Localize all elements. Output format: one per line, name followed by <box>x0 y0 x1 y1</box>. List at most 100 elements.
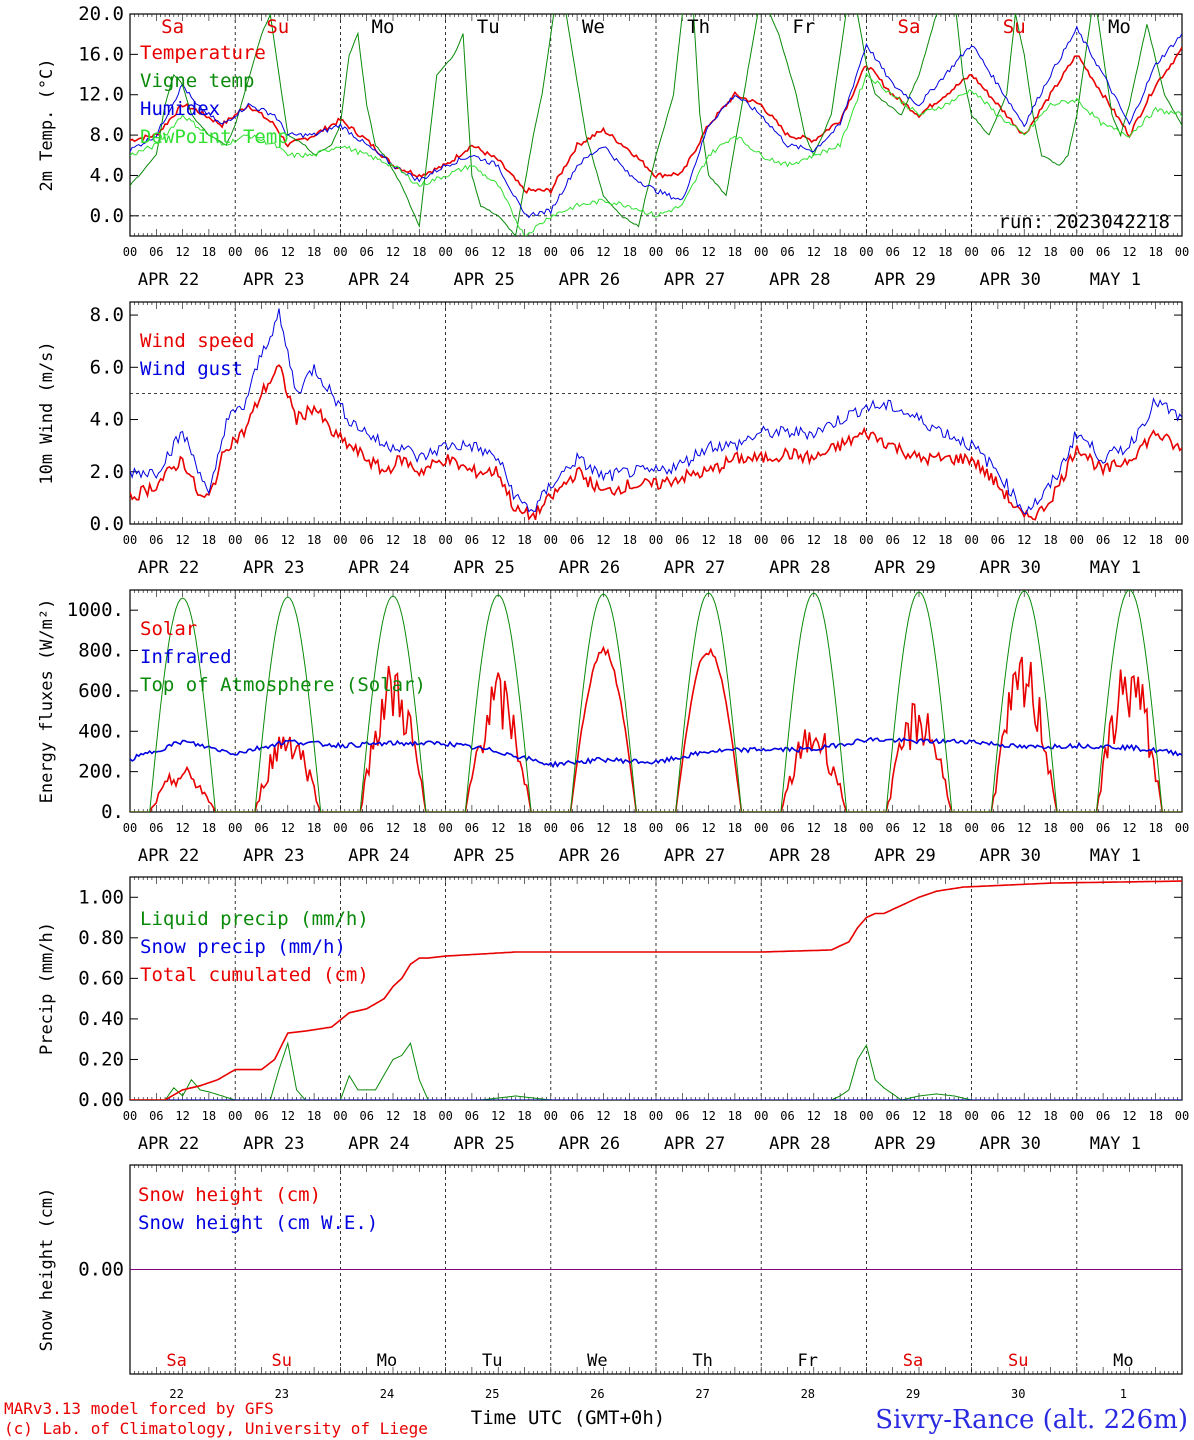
hour-label: 18 <box>833 533 847 547</box>
date-label: APR 23 <box>243 270 304 290</box>
hour-label: 18 <box>728 533 742 547</box>
weekday-label: We <box>582 16 605 38</box>
hour-label: 00 <box>1175 1109 1189 1123</box>
hour-label: 00 <box>859 821 873 835</box>
hour-label: 00 <box>228 821 242 835</box>
hour-label: 00 <box>123 821 137 835</box>
weekday-label: We <box>587 1351 607 1371</box>
hour-label: 06 <box>359 533 373 547</box>
date-label: APR 23 <box>243 1134 304 1154</box>
hour-label: 00 <box>123 1109 137 1123</box>
date-label: MAY 1 <box>1090 558 1141 578</box>
date-label: APR 26 <box>559 270 620 290</box>
hour-label: 00 <box>754 245 768 259</box>
hour-label: 12 <box>596 821 610 835</box>
hour-label: 12 <box>807 245 821 259</box>
hour-label: 12 <box>596 533 610 547</box>
series-line-vigne-temp <box>130 14 1182 236</box>
hour-label: 18 <box>938 245 952 259</box>
hour-label: 00 <box>649 1109 663 1123</box>
hour-label: 00 <box>754 821 768 835</box>
hour-label: 18 <box>833 245 847 259</box>
date-label: APR 28 <box>769 558 830 578</box>
hour-label: 18 <box>517 245 531 259</box>
legend-entry: DewPoint Temp <box>140 126 289 148</box>
series-line-top-of-atmosphere-solar- <box>130 590 1182 812</box>
hour-label: 06 <box>885 245 899 259</box>
hour-label: 06 <box>149 533 163 547</box>
hour-label: 18 <box>412 1109 426 1123</box>
hour-label: 18 <box>517 821 531 835</box>
hour-label: 06 <box>149 1109 163 1123</box>
hour-label: 06 <box>359 245 373 259</box>
hour-label: 06 <box>465 533 479 547</box>
hour-label: 06 <box>780 533 794 547</box>
hour-label: 12 <box>175 1109 189 1123</box>
hour-label: 06 <box>254 1109 268 1123</box>
hour-label: 00 <box>228 1109 242 1123</box>
hour-label: 06 <box>254 533 268 547</box>
date-label: APR 28 <box>769 1134 830 1154</box>
series-line-total-cumulated-cm- <box>130 880 1182 1100</box>
y-tick-label: 0.00 <box>78 1089 124 1111</box>
hour-label: 18 <box>202 1109 216 1123</box>
hour-label: 18 <box>1043 821 1057 835</box>
y-tick-label: 4.0 <box>90 164 124 186</box>
series-line-wind-speed <box>130 364 1182 522</box>
day-number: 29 <box>906 1387 920 1401</box>
day-number: 24 <box>380 1387 394 1401</box>
legend-entry: Solar <box>140 618 197 640</box>
panel-2: 8.0 6.0 4.0 2.0 0.0 10m Wind (m/s) Wind speed W… <box>37 301 1189 578</box>
legend-entry: Wind speed <box>140 330 254 352</box>
weekday-label: Th <box>687 16 710 38</box>
y-tick-label: 20.0 <box>78 3 124 25</box>
footer-credit-model: MARv3.13 model forced by GFS <box>4 1399 274 1418</box>
hour-label: 00 <box>1175 821 1189 835</box>
panel-1: 20.0 16.0 12.0 8.0 4.0 0.0 2m Temp. (°C) Temper… <box>37 3 1189 290</box>
hour-label: 00 <box>333 821 347 835</box>
date-label: APR 30 <box>979 558 1040 578</box>
y-tick-label: 0.0 <box>90 205 124 227</box>
hour-label: 06 <box>359 1109 373 1123</box>
date-label: APR 28 <box>769 846 830 866</box>
date-label: APR 30 <box>979 846 1040 866</box>
hour-label: 12 <box>596 245 610 259</box>
date-label: APR 29 <box>874 558 935 578</box>
y-tick-label: 16.0 <box>78 43 124 65</box>
hour-label: 06 <box>1096 533 1110 547</box>
series-line-infrared <box>130 736 1182 769</box>
day-number: 28 <box>801 1387 815 1401</box>
hour-label: 06 <box>885 533 899 547</box>
hour-label: 06 <box>465 1109 479 1123</box>
date-label: APR 26 <box>559 558 620 578</box>
hour-label: 00 <box>754 1109 768 1123</box>
legend-entry: Snow height (cm W.E.) <box>138 1212 378 1234</box>
hour-label: 00 <box>544 533 558 547</box>
hour-label: 00 <box>228 245 242 259</box>
y-tick-label: 1000. <box>67 599 124 621</box>
hour-label: 12 <box>1122 821 1136 835</box>
weekday-label: Su <box>266 16 289 38</box>
hour-label: 18 <box>307 821 321 835</box>
hour-label: 18 <box>728 245 742 259</box>
hour-label: 00 <box>859 1109 873 1123</box>
hour-label: 06 <box>570 533 584 547</box>
hour-label: 18 <box>1148 821 1162 835</box>
hour-label: 00 <box>1175 245 1189 259</box>
date-label: APR 27 <box>664 270 725 290</box>
hour-label: 06 <box>780 245 794 259</box>
hour-label: 00 <box>544 1109 558 1123</box>
hour-label: 00 <box>544 821 558 835</box>
hour-label: 12 <box>175 245 189 259</box>
legend-entry: Total cumulated (cm) <box>140 964 369 986</box>
series-line-temperature <box>130 46 1182 195</box>
day-number: 22 <box>169 1387 183 1401</box>
weekday-label: Sa <box>903 1351 923 1371</box>
hour-label: 12 <box>1122 245 1136 259</box>
hour-label: 06 <box>675 1109 689 1123</box>
date-label: APR 27 <box>664 558 725 578</box>
y-tick-label: 0. <box>101 801 124 823</box>
hour-label: 12 <box>701 1109 715 1123</box>
date-label: APR 30 <box>979 1134 1040 1154</box>
hour-label: 18 <box>202 245 216 259</box>
